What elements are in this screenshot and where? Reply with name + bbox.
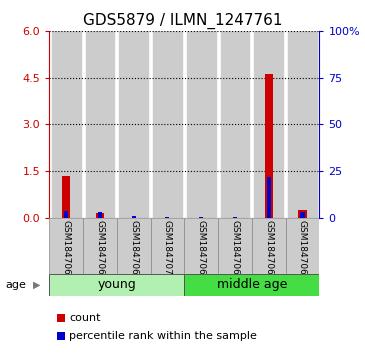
Text: GSM1847069: GSM1847069 — [129, 220, 138, 281]
Bar — [184, 218, 218, 274]
Bar — [49, 218, 83, 274]
Bar — [267, 177, 271, 218]
Text: middle age: middle age — [217, 278, 287, 291]
Text: GSM1847067: GSM1847067 — [62, 220, 71, 281]
Text: age: age — [5, 280, 26, 290]
Bar — [150, 218, 184, 274]
Bar — [165, 217, 169, 218]
Text: GDS5879 / ILMN_1247761: GDS5879 / ILMN_1247761 — [83, 13, 282, 29]
Bar — [220, 31, 249, 218]
Bar — [252, 218, 286, 274]
Bar — [119, 31, 148, 218]
Text: GSM1847066: GSM1847066 — [298, 220, 307, 281]
Bar — [286, 218, 319, 274]
Bar — [153, 31, 182, 218]
Bar — [49, 274, 184, 296]
Bar — [300, 212, 304, 218]
Bar — [298, 210, 307, 218]
Bar — [52, 31, 81, 218]
Text: GSM1847065: GSM1847065 — [264, 220, 273, 281]
Bar — [218, 218, 252, 274]
Bar — [184, 274, 319, 296]
Bar — [288, 31, 317, 218]
Text: GSM1847064: GSM1847064 — [230, 220, 239, 281]
Bar — [132, 216, 136, 218]
Bar — [96, 213, 104, 218]
Text: count: count — [69, 313, 100, 323]
Text: GSM1847063: GSM1847063 — [197, 220, 206, 281]
Bar — [83, 218, 117, 274]
Bar — [62, 176, 70, 218]
Text: young: young — [97, 278, 136, 291]
Text: percentile rank within the sample: percentile rank within the sample — [69, 331, 257, 341]
Bar — [98, 212, 102, 218]
Bar — [64, 211, 68, 218]
Bar — [85, 31, 114, 218]
Bar — [117, 218, 150, 274]
Bar — [187, 31, 216, 218]
Bar — [254, 31, 283, 218]
Text: GSM1847068: GSM1847068 — [95, 220, 104, 281]
Bar — [233, 217, 237, 218]
Bar — [265, 74, 273, 218]
Text: ▶: ▶ — [33, 280, 41, 290]
Text: GSM1847070: GSM1847070 — [163, 220, 172, 281]
Bar — [199, 217, 203, 218]
